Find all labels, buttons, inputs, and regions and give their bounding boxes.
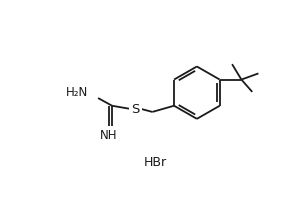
Text: HBr: HBr (144, 156, 168, 169)
Text: S: S (131, 103, 140, 116)
Text: H₂N: H₂N (66, 86, 88, 99)
Text: NH: NH (99, 128, 117, 141)
